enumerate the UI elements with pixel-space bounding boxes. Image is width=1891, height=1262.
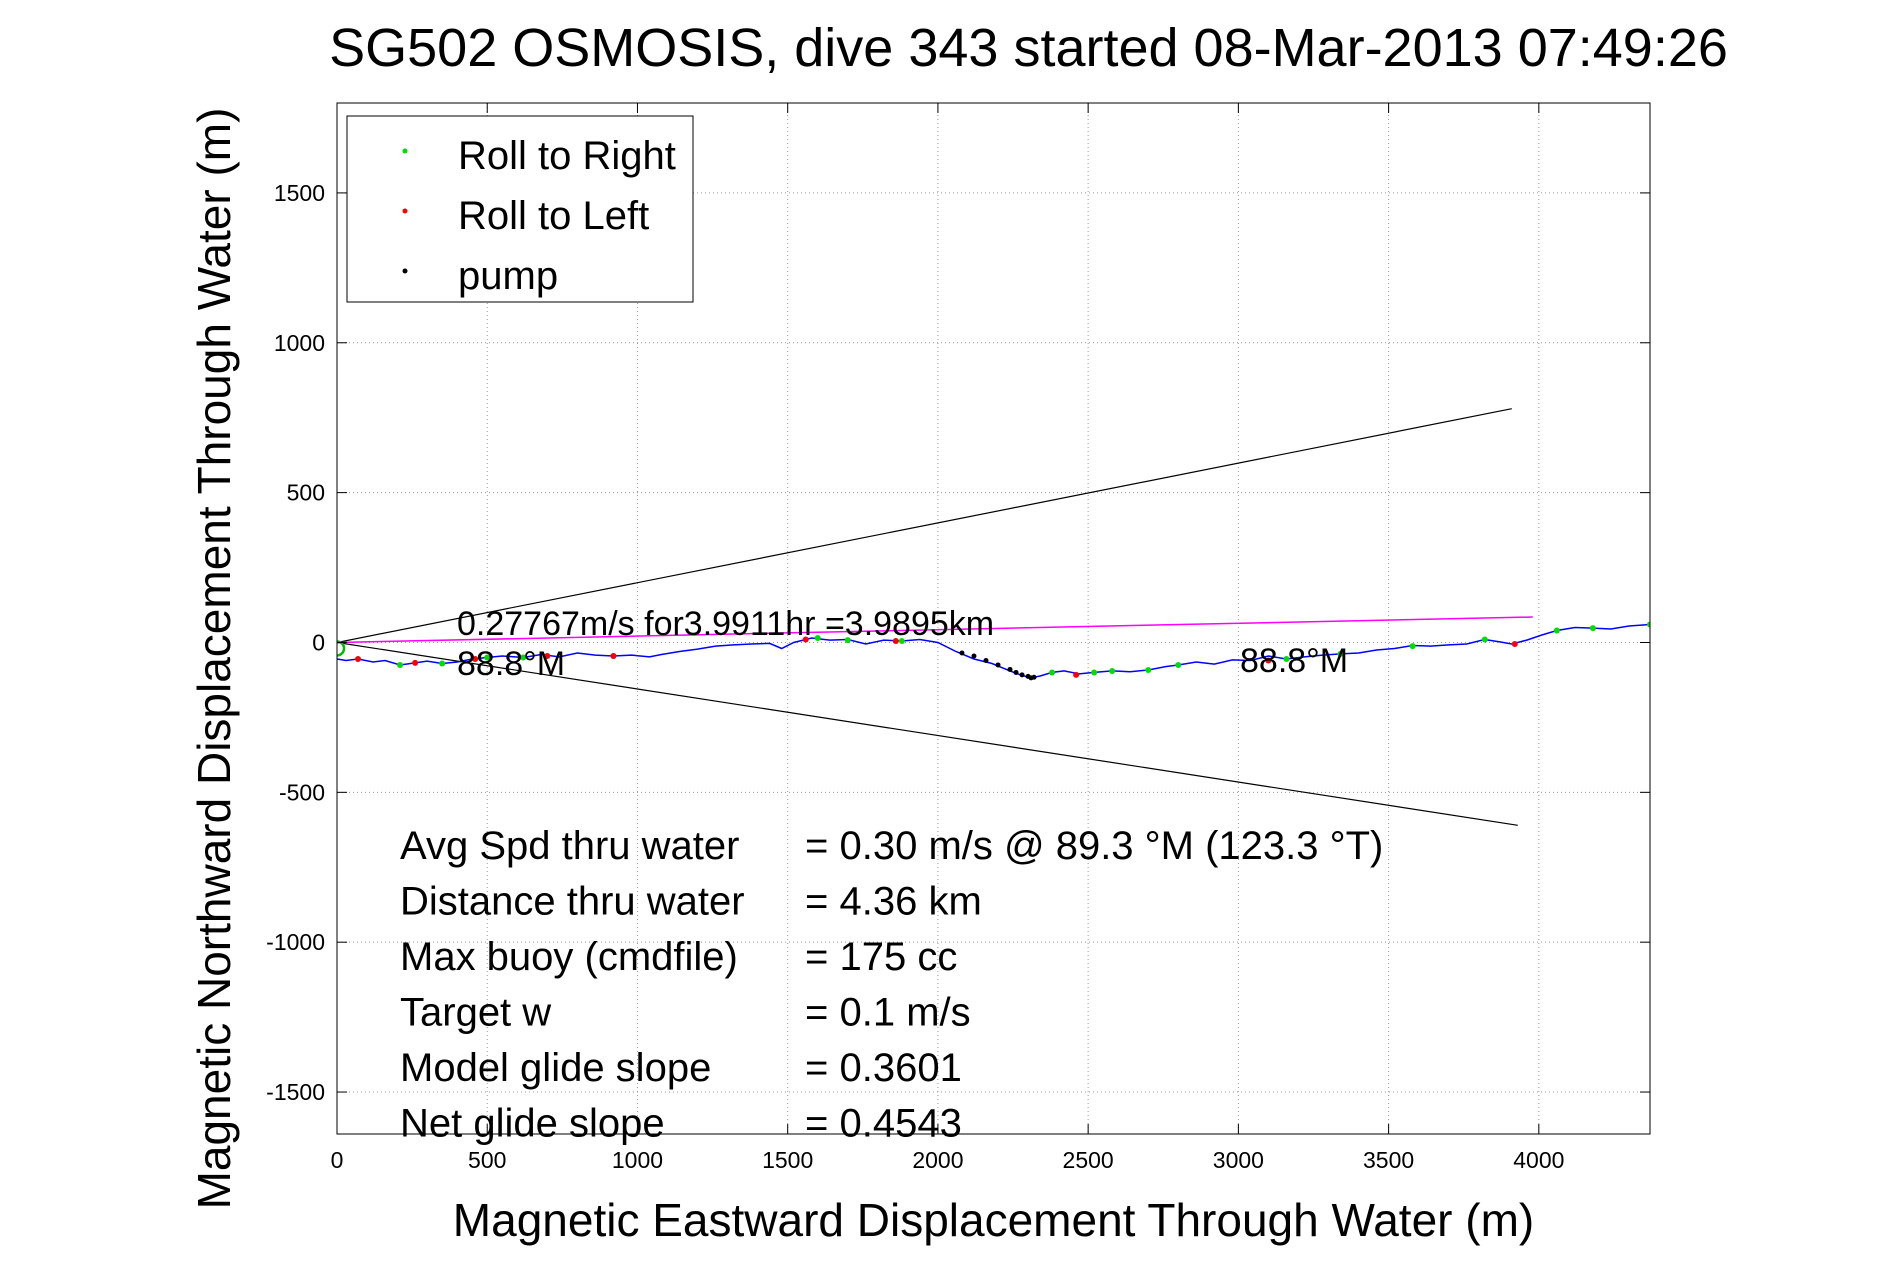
legend: Roll to Right Roll to Left pump bbox=[346, 115, 694, 303]
roll-left-point bbox=[412, 659, 419, 666]
legend-label: Roll to Right bbox=[458, 134, 676, 178]
roll-left-point bbox=[610, 652, 617, 659]
stat-label: Distance thru water bbox=[400, 880, 745, 924]
dive-statistics: Avg Spd thru water = 0.30 m/s @ 89.3 °M (… bbox=[400, 824, 1383, 1146]
cone-lines bbox=[337, 408, 1518, 826]
roll-left-point bbox=[1073, 671, 1080, 678]
stat-label: Net glide slope bbox=[400, 1102, 665, 1146]
speed-annotation: 0.27767m/s for3.9911hr =3.9895km bbox=[457, 605, 994, 643]
stat-value: = 0.30 m/s @ 89.3 °M (123.3 °T) bbox=[805, 824, 1383, 868]
stat-value: = 0.3601 bbox=[805, 1046, 962, 1090]
series-layer bbox=[337, 616, 1650, 681]
roll-right-point bbox=[397, 661, 404, 668]
x-tick-label: 0 bbox=[331, 1147, 344, 1173]
roll-right-point bbox=[1337, 650, 1344, 657]
chart-title: SG502 OSMOSIS, dive 343 started 08-Mar-2… bbox=[329, 18, 1728, 78]
roll-right-point bbox=[1589, 625, 1596, 632]
roll-right-point bbox=[1049, 669, 1056, 676]
roll-right-point bbox=[1481, 636, 1488, 643]
start-marker bbox=[337, 640, 346, 657]
roll-right-point bbox=[1283, 655, 1290, 662]
pump-point bbox=[959, 650, 965, 656]
heading-label-right: 88.8°M bbox=[1240, 642, 1348, 680]
annotations: 0.27767m/s for3.9911hr =3.9895km 88.8°M … bbox=[457, 605, 1348, 683]
roll-left-point bbox=[355, 655, 362, 662]
y-tick-label: 500 bbox=[287, 480, 325, 506]
stat-value: = 0.1 m/s bbox=[805, 991, 971, 1035]
axis-ticks: 0 500 1000 1500 2000 2500 3000 3500 4000 -1500 -10… bbox=[266, 103, 1650, 1173]
y-tick-label: -1500 bbox=[266, 1079, 325, 1105]
stat-value: = 175 cc bbox=[805, 935, 957, 979]
x-tick-label: 3000 bbox=[1213, 1147, 1264, 1173]
roll-right-point bbox=[1409, 643, 1416, 650]
legend-marker bbox=[402, 268, 408, 274]
roll-right-point bbox=[1647, 621, 1650, 628]
stat-label: Max buoy (cmdfile) bbox=[400, 935, 738, 979]
y-tick-label: 1500 bbox=[274, 180, 325, 206]
roll-left-point bbox=[1265, 657, 1272, 664]
roll-right-point bbox=[1109, 667, 1116, 674]
y-tick-label: -500 bbox=[279, 779, 325, 805]
roll-right-point bbox=[898, 637, 905, 644]
roll-right-point bbox=[844, 637, 851, 644]
roll-right-point bbox=[520, 654, 527, 661]
pump-point bbox=[1019, 672, 1025, 678]
pump-point bbox=[1013, 669, 1019, 675]
x-tick-label: 2000 bbox=[912, 1147, 963, 1173]
y-tick-label: 1000 bbox=[274, 330, 325, 356]
roll-left-point bbox=[892, 637, 899, 644]
heading-line bbox=[337, 616, 1533, 644]
roll-right-point bbox=[484, 654, 491, 661]
y-tick-label: 0 bbox=[312, 629, 325, 655]
x-tick-label: 4000 bbox=[1513, 1147, 1564, 1173]
legend-label: Roll to Left bbox=[458, 194, 649, 238]
cone-lower-line bbox=[337, 641, 1518, 826]
pump-point bbox=[995, 662, 1001, 668]
pump-point bbox=[971, 653, 977, 659]
pump-point bbox=[1007, 666, 1013, 672]
x-tick-label: 1000 bbox=[612, 1147, 663, 1173]
roll-right-point bbox=[439, 660, 446, 667]
stat-value: = 0.4543 bbox=[805, 1102, 962, 1146]
x-tick-label: 2500 bbox=[1063, 1147, 1114, 1173]
roll-left-point bbox=[1511, 640, 1518, 647]
legend-label: pump bbox=[458, 254, 558, 298]
legend-marker bbox=[402, 208, 408, 214]
x-tick-label: 1500 bbox=[762, 1147, 813, 1173]
roll-left-point bbox=[472, 655, 479, 662]
y-axis-title: Magnetic Northward Displacement Through … bbox=[188, 108, 240, 1210]
x-tick-label: 500 bbox=[468, 1147, 506, 1173]
roll-right-point bbox=[814, 634, 821, 641]
cone-upper-line bbox=[337, 408, 1512, 644]
stat-value: = 4.36 km bbox=[805, 880, 982, 924]
roll-left-point bbox=[802, 636, 809, 643]
plot-frame bbox=[336, 102, 1651, 1135]
pump-point bbox=[983, 657, 989, 663]
legend-marker bbox=[402, 148, 408, 154]
roll-right-point bbox=[1175, 661, 1182, 668]
grid bbox=[336, 103, 1650, 1134]
stat-label: Target w bbox=[400, 991, 551, 1035]
x-tick-label: 3500 bbox=[1363, 1147, 1414, 1173]
roll-left-point bbox=[544, 652, 551, 659]
y-tick-label: -1000 bbox=[266, 929, 325, 955]
track-line bbox=[337, 623, 1650, 679]
stat-label: Avg Spd thru water bbox=[400, 824, 739, 868]
stat-label: Model glide slope bbox=[400, 1046, 711, 1090]
roll-right-point bbox=[1553, 627, 1560, 634]
pump-point bbox=[1031, 674, 1037, 680]
x-axis-title: Magnetic Eastward Displacement Through W… bbox=[453, 1194, 1534, 1246]
roll-right-point bbox=[1145, 667, 1152, 674]
heading-label-left: 88.8°M bbox=[457, 645, 565, 683]
roll-right-point bbox=[1091, 669, 1098, 676]
